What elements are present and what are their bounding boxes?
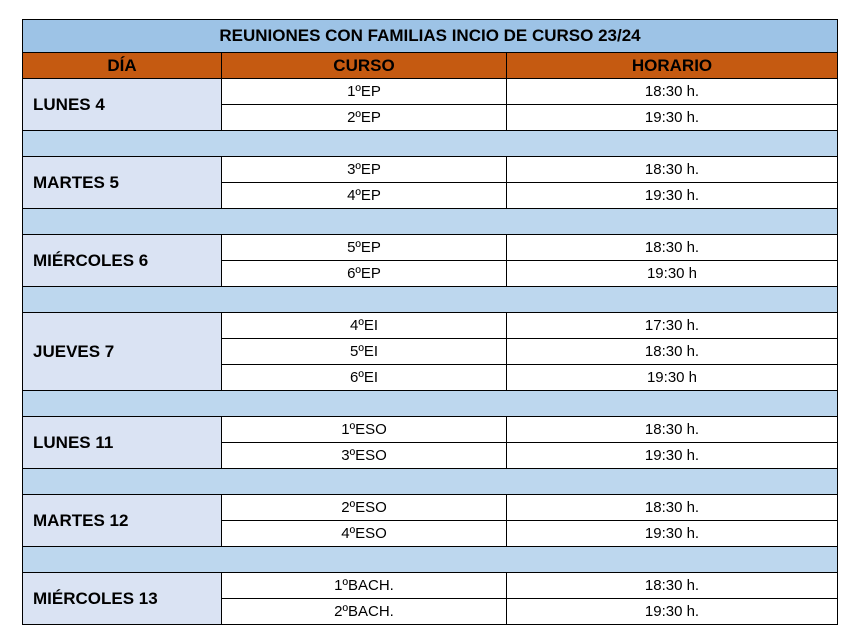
separator-cell: [22, 546, 838, 573]
day-label: MARTES 12: [22, 494, 222, 547]
schedule-table: REUNIONES CON FAMILIAS INCIO DE CURSO 23…: [22, 19, 838, 625]
curso-cell: 3ºESO: [221, 442, 507, 469]
horario-cell: 19:30 h.: [506, 104, 838, 131]
curso-cell: 2ºEP: [221, 104, 507, 131]
header-dia: DÍA: [22, 52, 222, 79]
horario-cell: 19:30 h.: [506, 598, 838, 625]
separator-cell: [22, 286, 838, 313]
day-label: JUEVES 7: [22, 312, 222, 391]
curso-cell: 5ºEP: [221, 234, 507, 261]
table-row: 6ºEP 19:30 h: [23, 260, 838, 287]
horario-cell: 18:30 h.: [506, 416, 838, 443]
table-row: MIÉRCOLES 13 1ºBACH. 18:30 h.: [22, 572, 838, 625]
curso-cell: 6ºEP: [221, 260, 507, 287]
table-row: 2ºEP 19:30 h.: [23, 104, 838, 131]
header-curso: CURSO: [221, 52, 507, 79]
horario-cell: 19:30 h: [506, 364, 838, 391]
separator-cell: [22, 468, 838, 495]
separator-row: [22, 390, 838, 417]
separator-cell: [22, 390, 838, 417]
horario-cell: 19:30 h.: [506, 442, 838, 469]
curso-cell: 3ºEP: [221, 156, 507, 183]
header-horario: HORARIO: [506, 52, 838, 79]
separator-row: [22, 130, 838, 157]
horario-cell: 19:30 h: [506, 260, 838, 287]
table-row: 4ºESO 19:30 h.: [23, 520, 838, 547]
day-label: MIÉRCOLES 6: [22, 234, 222, 287]
separator-cell: [22, 208, 838, 235]
separator-cell: [22, 130, 838, 157]
table-row: JUEVES 7 4ºEI 17:30 h.: [22, 312, 838, 391]
horario-cell: 18:30 h.: [506, 156, 838, 183]
table-row: 3ºESO 19:30 h.: [23, 442, 838, 469]
table-row: LUNES 11 1ºESO 18:30 h.: [22, 416, 838, 469]
table-row: MARTES 5 3ºEP 18:30 h.: [22, 156, 838, 209]
table-row: LUNES 4 1ºEP 18:30 h.: [22, 78, 838, 131]
table-row: 2ºBACH. 19:30 h.: [23, 598, 838, 625]
horario-cell: 18:30 h.: [506, 234, 838, 261]
day-label: MARTES 5: [22, 156, 222, 209]
horario-cell: 19:30 h.: [506, 520, 838, 547]
curso-cell: 4ºEP: [221, 182, 507, 209]
horario-cell: 17:30 h.: [506, 312, 838, 339]
curso-cell: 1ºESO: [221, 416, 507, 443]
horario-cell: 18:30 h.: [506, 572, 838, 599]
curso-cell: 1ºEP: [221, 78, 507, 105]
horario-cell: 18:30 h.: [506, 338, 838, 365]
day-label: MIÉRCOLES 13: [22, 572, 222, 625]
curso-cell: 4ºESO: [221, 520, 507, 547]
curso-cell: 2ºBACH.: [221, 598, 507, 625]
curso-cell: 4ºEI: [221, 312, 507, 339]
curso-cell: 5ºEI: [221, 338, 507, 365]
separator-row: [22, 468, 838, 495]
horario-cell: 18:30 h.: [506, 78, 838, 105]
curso-cell: 1ºBACH.: [221, 572, 507, 599]
table-row: MARTES 12 2ºESO 18:30 h.: [22, 494, 838, 547]
table-row: 6ºEI 19:30 h: [23, 364, 838, 391]
separator-row: [22, 208, 838, 235]
curso-cell: 2ºESO: [221, 494, 507, 521]
curso-cell: 6ºEI: [221, 364, 507, 391]
horario-cell: 18:30 h.: [506, 494, 838, 521]
day-label: LUNES 11: [22, 416, 222, 469]
horario-cell: 19:30 h.: [506, 182, 838, 209]
table-title: REUNIONES CON FAMILIAS INCIO DE CURSO 23…: [22, 19, 838, 53]
table-row: MIÉRCOLES 6 5ºEP 18:30 h.: [22, 234, 838, 287]
separator-row: [22, 286, 838, 313]
day-label: LUNES 4: [22, 78, 222, 131]
table-row: 5ºEI 18:30 h.: [23, 338, 838, 365]
separator-row: [22, 546, 838, 573]
